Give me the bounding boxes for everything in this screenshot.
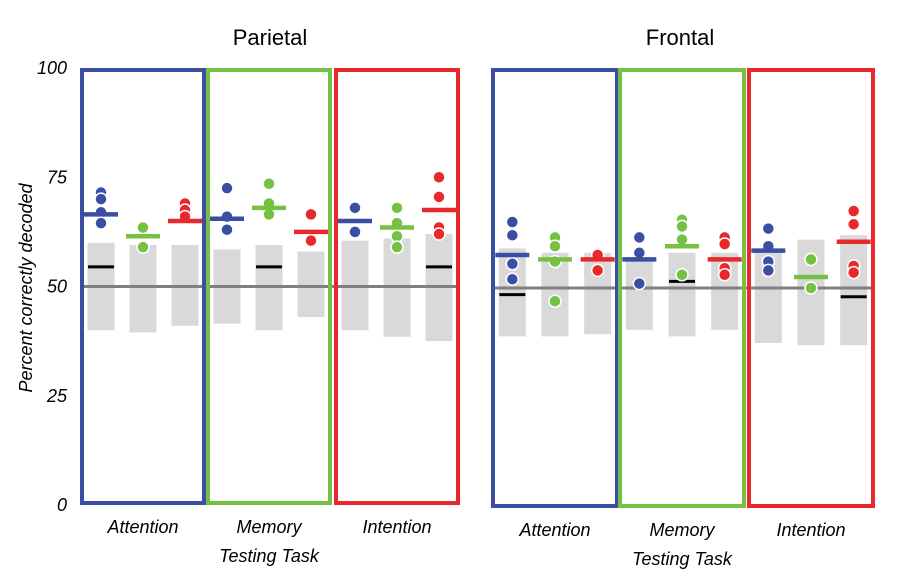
panel-frontal: Frontal Attention Memory Intention Testing T… xyxy=(491,25,875,569)
panel-title: Parietal xyxy=(233,25,308,50)
data-point xyxy=(675,232,689,247)
data-point xyxy=(846,204,861,218)
y-axis-label: Percent correctly decoded xyxy=(16,182,36,392)
data-point xyxy=(548,239,562,253)
category-label: Intention xyxy=(362,517,431,537)
data-point xyxy=(675,268,689,282)
data-point xyxy=(632,276,647,291)
data-point xyxy=(94,192,108,206)
data-point xyxy=(804,252,818,267)
task-frame xyxy=(80,68,206,505)
y-tick-label: 0 xyxy=(57,495,67,515)
data-point xyxy=(390,201,404,215)
data-point xyxy=(761,263,776,278)
task-frame xyxy=(334,68,460,505)
panel-parietal: Parietal 100 75 50 25 0 Attention Memory Intenti… xyxy=(37,25,460,566)
data-point xyxy=(304,207,318,222)
data-point xyxy=(304,233,318,248)
x-axis-label: Testing Task xyxy=(632,549,733,569)
data-point xyxy=(262,207,276,222)
task-frame xyxy=(618,68,746,508)
data-point xyxy=(675,219,689,234)
category-label: Memory xyxy=(236,517,302,537)
data-point xyxy=(804,281,818,295)
null-distribution-band xyxy=(668,252,696,337)
task-frame xyxy=(206,68,332,505)
data-point xyxy=(432,190,446,204)
data-point xyxy=(846,217,861,231)
data-point xyxy=(505,257,520,271)
null-distribution-band xyxy=(297,251,325,318)
data-point xyxy=(717,237,732,251)
data-point xyxy=(632,246,647,260)
data-point xyxy=(548,294,562,308)
x-axis-label: Testing Task xyxy=(219,546,320,566)
data-point xyxy=(846,265,861,280)
null-distribution-band xyxy=(840,235,868,346)
data-point xyxy=(136,220,150,235)
data-point xyxy=(432,227,446,241)
data-point xyxy=(348,201,362,215)
task-frame xyxy=(747,68,875,508)
y-tick-label: 25 xyxy=(46,386,68,406)
data-point xyxy=(717,268,732,282)
data-point xyxy=(136,240,150,254)
data-point xyxy=(505,215,520,229)
category-label: Memory xyxy=(649,520,715,540)
data-point xyxy=(348,225,362,239)
data-point xyxy=(590,263,605,278)
category-label: Intention xyxy=(776,520,845,540)
data-point xyxy=(432,170,446,184)
data-point xyxy=(505,228,520,242)
category-label: Attention xyxy=(518,520,590,540)
y-tick-label: 75 xyxy=(47,167,68,187)
panel-title: Frontal xyxy=(646,25,714,50)
data-point xyxy=(505,272,520,286)
data-point xyxy=(761,221,776,236)
null-distribution-band xyxy=(625,257,653,330)
null-distribution-band xyxy=(129,244,157,333)
y-tick-label: 100 xyxy=(37,58,67,78)
data-point xyxy=(220,181,234,195)
category-label: Attention xyxy=(106,517,178,537)
data-point xyxy=(94,216,108,230)
y-tick-label: 50 xyxy=(47,277,67,297)
task-frame xyxy=(491,68,619,508)
data-point xyxy=(390,240,404,254)
data-point xyxy=(632,230,647,245)
data-point xyxy=(220,222,234,237)
data-point xyxy=(262,177,276,191)
